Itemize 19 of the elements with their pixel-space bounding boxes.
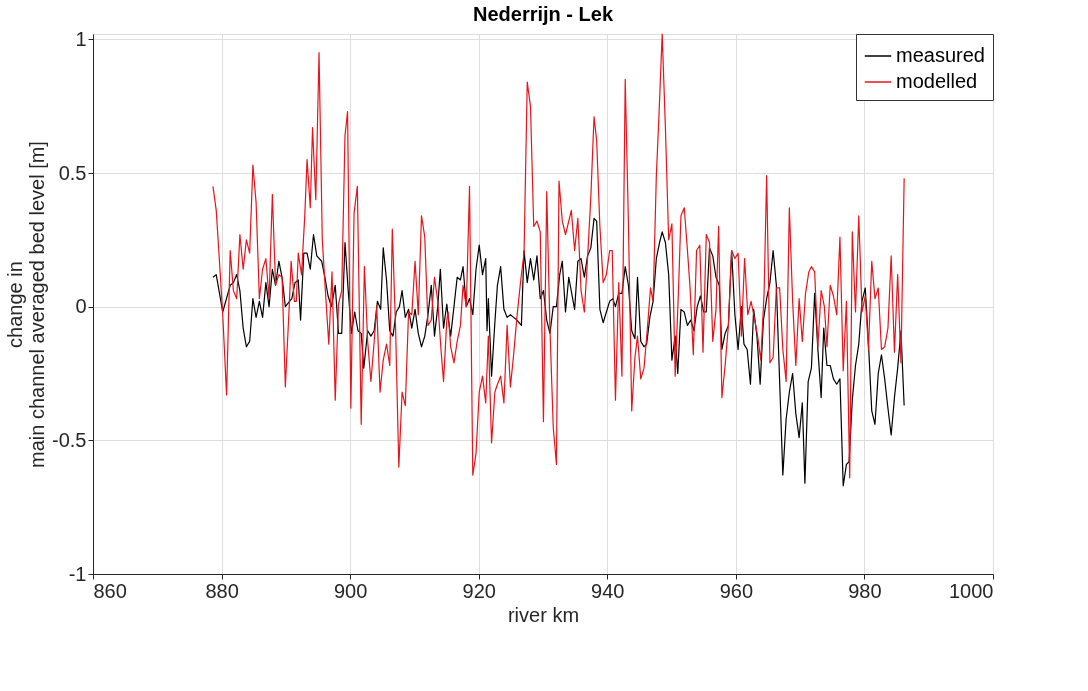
- y-tick-label: -1: [68, 562, 87, 585]
- y-tick-label: -0.5: [52, 428, 87, 451]
- line-series: [212, 217, 905, 487]
- legend-label: measured: [896, 44, 985, 66]
- x-tick-label: 980: [848, 579, 882, 602]
- x-tick-label: 920: [462, 579, 496, 602]
- x-tick-label: 860: [93, 579, 127, 602]
- x-tick-label: 880: [205, 579, 239, 602]
- y-tick-label: 1: [75, 27, 87, 50]
- y-tick-label: 0: [75, 295, 87, 318]
- x-tick-label: 1000: [949, 579, 994, 602]
- legend-label: modelled: [896, 70, 978, 92]
- y-axis-title: change in main channel averaged bed level [m]: [4, 141, 49, 468]
- x-tick-label: 940: [591, 579, 625, 602]
- x-tick-label: 900: [333, 579, 368, 602]
- x-tick-label: 960: [719, 579, 754, 602]
- x-axis-title: river km: [507, 603, 580, 626]
- y-tick-label: 0.5: [58, 161, 87, 184]
- chart-title: Nederrijn - Lek: [472, 3, 614, 26]
